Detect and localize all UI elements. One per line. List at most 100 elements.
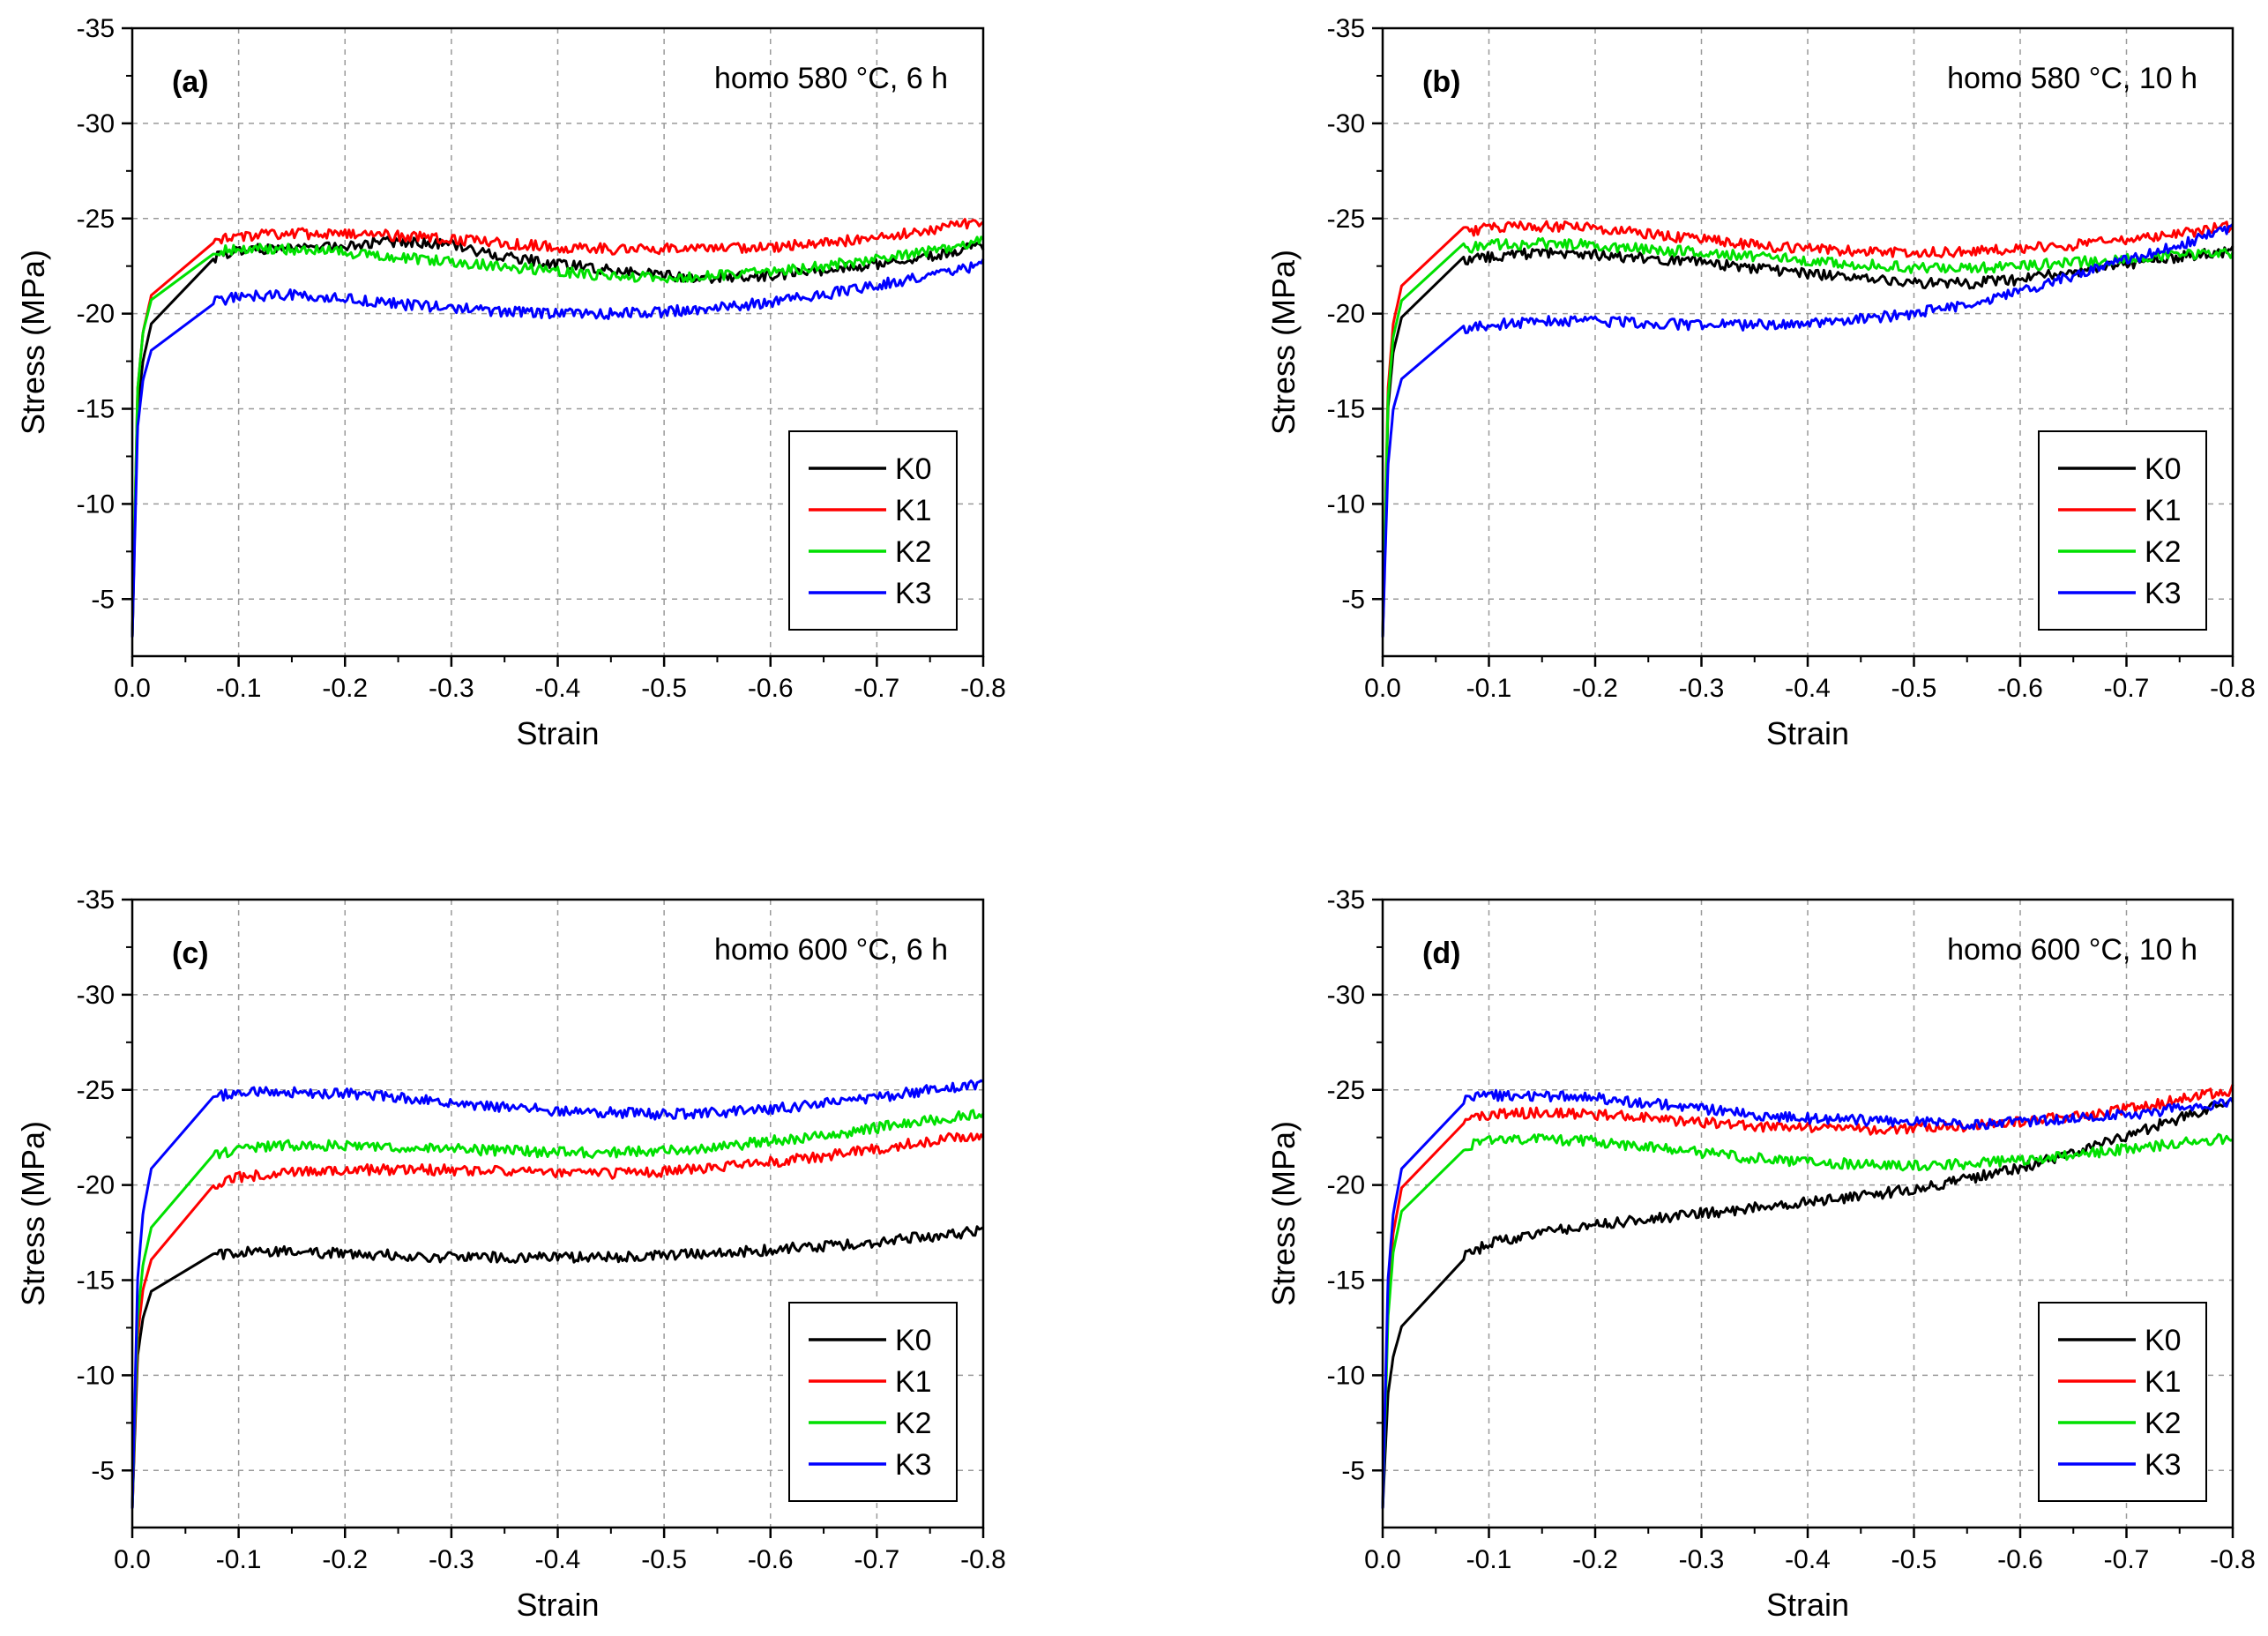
legend: K0 K1 K2 K3: [788, 1302, 958, 1502]
x-tick-label: -0.3: [429, 674, 474, 703]
legend-label-k1: K1: [2145, 494, 2182, 527]
x-tick-label: -0.2: [322, 1545, 368, 1574]
series-line-k3: [131, 1079, 984, 1509]
legend: K0 K1 K2 K3: [788, 430, 958, 631]
series-line-k3: [1381, 223, 2234, 638]
x-tick-label: -0.4: [1785, 674, 1831, 703]
legend-label-k2: K2: [2145, 535, 2182, 569]
y-tick-label: -25: [1327, 1076, 1365, 1105]
series-line-k3: [1381, 1088, 2234, 1509]
y-tick-label: -20: [77, 300, 115, 329]
series-line-k2: [1381, 236, 2234, 638]
y-tick-label: -35: [77, 885, 115, 915]
legend-box: [788, 1302, 958, 1502]
legend-label-k2: K2: [895, 535, 932, 569]
legend-label-k3: K3: [895, 1448, 932, 1482]
x-tick-label: -0.5: [641, 674, 687, 703]
y-tick-label: -25: [1327, 205, 1365, 234]
x-tick-label: -0.3: [1679, 1545, 1725, 1574]
y-tick-label: -20: [77, 1171, 115, 1200]
y-tick-label: -35: [77, 14, 115, 43]
x-tick-label: -0.2: [1572, 674, 1618, 703]
legend: K0 K1 K2 K3: [2038, 430, 2207, 631]
condition-annotation: homo 580 °C, 6 h: [714, 62, 948, 95]
x-tick-label: -0.3: [429, 1545, 474, 1574]
legend: K0 K1 K2 K3: [2038, 1302, 2207, 1502]
y-tick-label: -30: [77, 981, 115, 1010]
y-tick-label: -35: [1327, 14, 1365, 43]
series-line-k0: [1381, 1097, 2234, 1509]
chart-panel-0: 0.0 -0.1 -0.2 -0.3 -0.4 -0.5 -0.6 -0.7 -0.8 -5 -10…: [15, 14, 1006, 751]
legend-label-k1: K1: [895, 494, 932, 527]
y-tick-label: -15: [1327, 1266, 1365, 1296]
y-axis-label: Stress (MPa): [15, 1121, 51, 1306]
x-tick-label: -0.7: [2104, 1545, 2150, 1574]
x-tick-label: -0.6: [1997, 1545, 2043, 1574]
x-tick-label: -0.8: [960, 1545, 1006, 1574]
series-line-k2: [131, 1109, 985, 1509]
series-line-k0: [131, 1225, 984, 1509]
y-tick-label: -25: [77, 1076, 115, 1105]
y-axis-label: Stress (MPa): [15, 250, 51, 435]
y-tick-label: -30: [77, 109, 115, 138]
chart-panel-1: 0.0 -0.1 -0.2 -0.3 -0.4 -0.5 -0.6 -0.7 -0.8 -5 -10…: [1265, 14, 2256, 751]
y-tick-label: -10: [1327, 489, 1365, 519]
y-tick-label: -15: [77, 1266, 115, 1296]
series-line-k3: [131, 258, 985, 638]
chart-panel-3: 0.0 -0.1 -0.2 -0.3 -0.4 -0.5 -0.6 -0.7 -0.8 -5 -10…: [1265, 885, 2256, 1623]
y-tick-label: -30: [1327, 109, 1365, 138]
y-tick-label: -15: [1327, 395, 1365, 424]
x-tick-label: -0.2: [322, 674, 368, 703]
panel-label: (a): [172, 65, 209, 99]
y-tick-label: -35: [1327, 885, 1365, 915]
series-line-k2: [1381, 1132, 2234, 1509]
x-axis-label: Strain: [516, 715, 599, 751]
legend-box: [2038, 1302, 2207, 1502]
x-tick-label: -0.6: [1997, 674, 2043, 703]
legend-label-k0: K0: [2145, 452, 2182, 486]
legend-label-k0: K0: [2145, 1324, 2182, 1357]
x-tick-label: -0.7: [854, 674, 900, 703]
x-tick-label: -0.1: [1466, 1545, 1512, 1574]
y-tick-label: -25: [77, 205, 115, 234]
y-tick-label: -5: [1341, 585, 1365, 614]
x-tick-label: -0.5: [1891, 1545, 1937, 1574]
legend-box: [2038, 430, 2207, 631]
x-tick-label: 0.0: [1364, 674, 1401, 703]
legend-label-k1: K1: [2145, 1365, 2182, 1399]
x-tick-label: -0.4: [535, 674, 581, 703]
y-axis-label: Stress (MPa): [1265, 250, 1302, 435]
x-tick-label: -0.5: [1891, 674, 1937, 703]
legend-label-k0: K0: [895, 452, 932, 486]
x-tick-label: -0.8: [2210, 1545, 2256, 1574]
x-tick-label: -0.7: [854, 1545, 900, 1574]
legend-box: [788, 430, 958, 631]
condition-annotation: homo 600 °C, 6 h: [714, 933, 948, 967]
x-tick-label: -0.6: [748, 1545, 794, 1574]
x-tick-label: -0.8: [2210, 674, 2256, 703]
legend-label-k0: K0: [895, 1324, 932, 1357]
x-tick-label: -0.4: [535, 1545, 581, 1574]
x-tick-label: 0.0: [1364, 1545, 1401, 1574]
x-tick-label: -0.1: [216, 1545, 262, 1574]
panel-label: (d): [1422, 937, 1460, 970]
condition-annotation: homo 580 °C, 10 h: [1947, 62, 2197, 95]
legend-label-k3: K3: [895, 577, 932, 610]
y-tick-label: -10: [1327, 1361, 1365, 1390]
x-axis-label: Strain: [1766, 1587, 1849, 1623]
legend-label-k2: K2: [2145, 1407, 2182, 1440]
x-tick-label: -0.7: [2104, 674, 2150, 703]
panel-label: (c): [172, 937, 209, 970]
x-tick-label: -0.4: [1785, 1545, 1831, 1574]
y-tick-label: -20: [1327, 300, 1365, 329]
x-axis-label: Strain: [1766, 715, 1849, 751]
condition-annotation: homo 600 °C, 10 h: [1947, 933, 2197, 967]
panel-label: (b): [1422, 65, 1460, 99]
legend-label-k2: K2: [895, 1407, 932, 1440]
x-axis-label: Strain: [516, 1587, 599, 1623]
y-tick-label: -30: [1327, 981, 1365, 1010]
x-tick-label: -0.5: [641, 1545, 687, 1574]
x-tick-label: -0.1: [1466, 674, 1512, 703]
y-tick-label: -5: [1341, 1456, 1365, 1485]
